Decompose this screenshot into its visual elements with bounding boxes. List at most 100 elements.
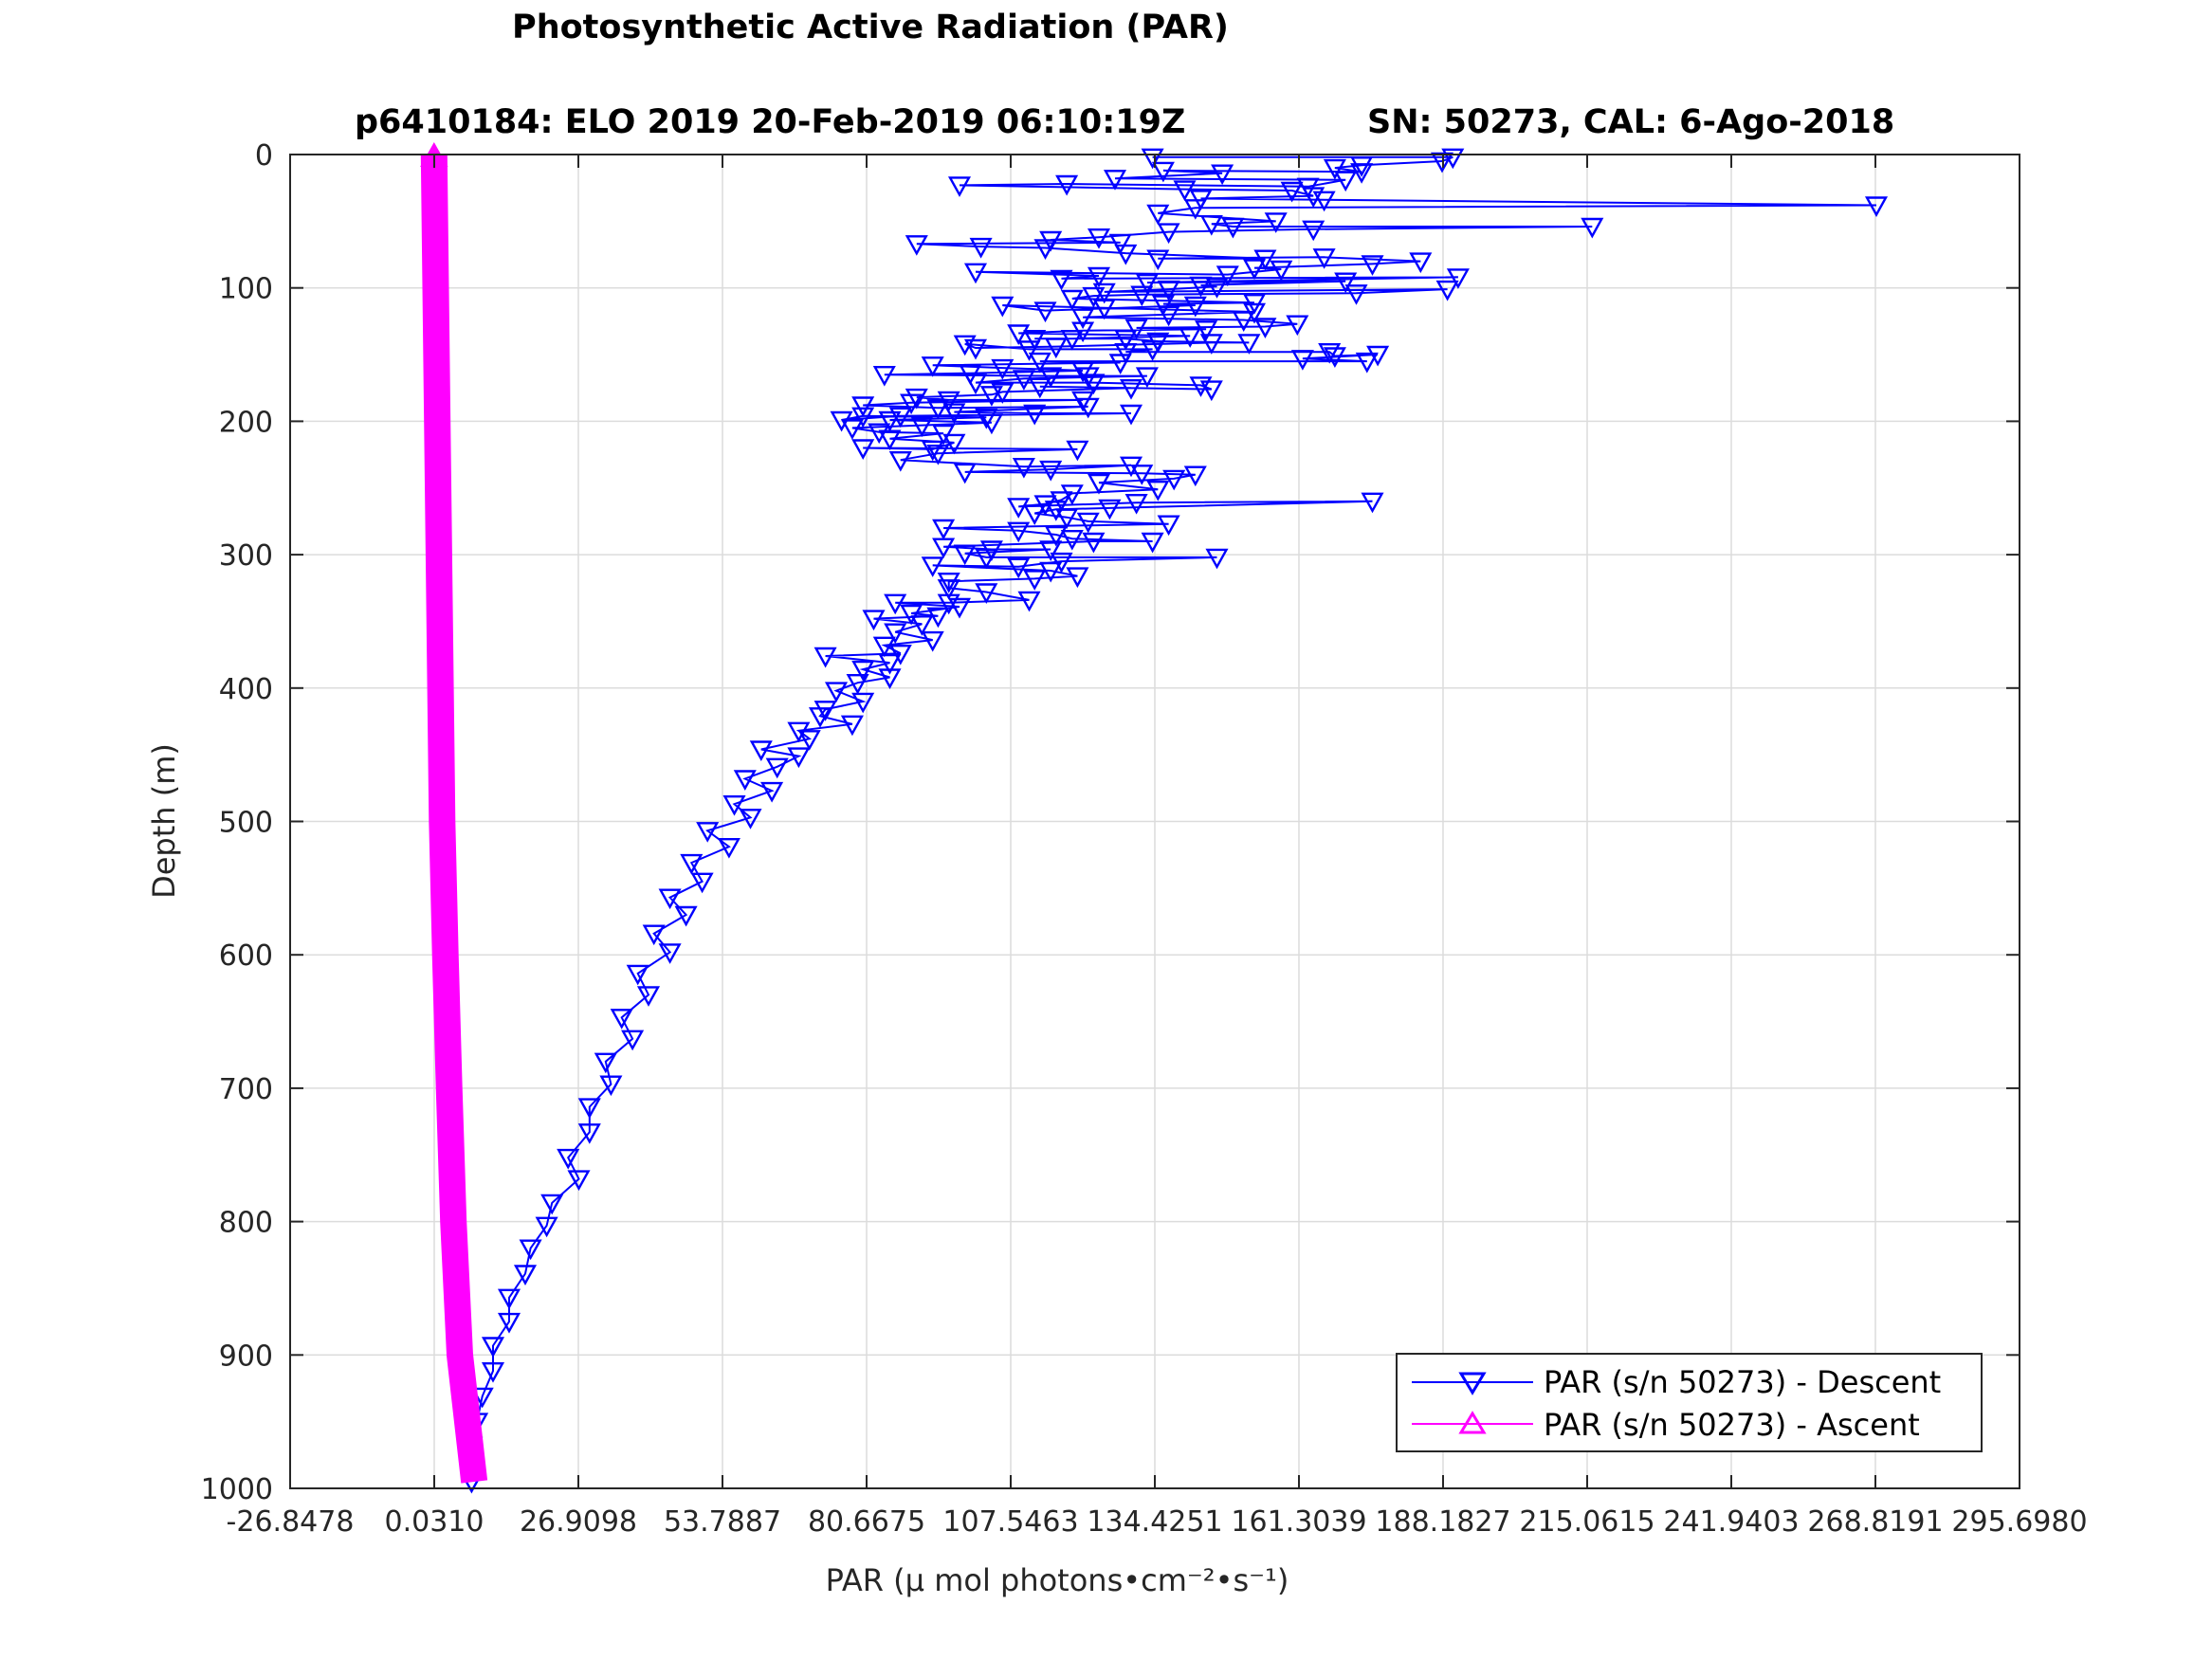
descent-point <box>1242 259 1267 281</box>
descent-point <box>862 610 886 631</box>
descent-point <box>1334 272 1358 294</box>
descent-point <box>567 1170 591 1192</box>
x-tick-label: 107.5463 <box>942 1505 1078 1539</box>
descent-point <box>1017 591 1041 612</box>
descent-point <box>814 701 837 721</box>
descent-point <box>932 538 956 559</box>
descent-point <box>1162 469 1186 491</box>
descent-point <box>1183 199 1207 220</box>
descent-point <box>851 660 875 682</box>
descent-point <box>535 1216 558 1238</box>
x-tick-label: 241.9403 <box>1663 1505 1799 1539</box>
descent-point <box>1199 215 1223 236</box>
descent-point <box>1409 252 1433 274</box>
descent-point <box>1157 223 1180 245</box>
descent-point <box>577 1098 601 1120</box>
descent-point <box>1318 343 1342 364</box>
descent-point <box>1237 334 1261 355</box>
descent-point <box>1114 330 1138 351</box>
descent-point <box>953 335 977 356</box>
descent-point <box>1007 557 1031 579</box>
descent-point <box>1286 315 1309 337</box>
descent-point <box>1157 305 1180 327</box>
descent-point <box>824 682 849 703</box>
descent-point <box>1183 296 1207 318</box>
descent-point <box>722 795 746 816</box>
descent-point <box>1146 481 1170 501</box>
descent-point <box>975 583 998 604</box>
descent-point <box>1044 525 1068 547</box>
descent-point <box>519 1239 542 1261</box>
descent-point <box>1216 265 1239 287</box>
descent-point <box>921 356 944 377</box>
descent-point <box>680 853 704 875</box>
descent-point <box>1253 318 1277 338</box>
descent-point <box>840 715 864 737</box>
descent-point <box>1055 508 1079 530</box>
descent-point <box>1211 164 1234 186</box>
descent-point <box>953 544 977 566</box>
descent-point <box>1221 217 1245 239</box>
descent-point <box>910 416 934 438</box>
descent-point <box>921 440 944 462</box>
descent-point <box>1119 379 1143 400</box>
descent-point <box>1007 324 1031 345</box>
descent-point <box>851 407 875 428</box>
descent-point <box>1130 465 1154 485</box>
descent-point <box>926 399 950 420</box>
descent-point <box>851 396 875 417</box>
y-tick-label: 1000 <box>201 1473 273 1506</box>
y-tick-label: 600 <box>219 939 273 973</box>
descent-point <box>851 692 875 714</box>
descent-point <box>674 905 698 927</box>
descent-point <box>1350 163 1374 184</box>
descent-point <box>1039 561 1063 583</box>
descent-point <box>1179 327 1202 348</box>
descent-point <box>963 338 988 360</box>
descent-point <box>739 809 762 830</box>
descent-point <box>540 1194 564 1215</box>
x-tick-label: 188.1827 <box>1375 1505 1510 1539</box>
y-tick-label: 900 <box>219 1340 273 1373</box>
descent-point <box>1076 367 1100 389</box>
descent-point <box>1108 233 1132 255</box>
descent-point <box>947 176 972 197</box>
legend-ascent-marker <box>1458 1411 1487 1434</box>
descent-point <box>1060 330 1084 351</box>
x-tick-label: 295.6980 <box>1951 1505 2087 1539</box>
descent-point <box>808 707 832 728</box>
descent-point <box>513 1265 538 1285</box>
descent-point <box>1124 494 1148 515</box>
legend-ascent-label: PAR (s/n 50273) - Ascent <box>1544 1407 1920 1443</box>
descent-point <box>1039 460 1063 482</box>
y-tick-label: 100 <box>219 273 273 306</box>
descent-point <box>926 607 950 629</box>
descent-point <box>1050 269 1073 291</box>
descent-point <box>1355 352 1379 374</box>
legend-descent-marker <box>1458 1372 1487 1395</box>
descent-point <box>1033 301 1057 323</box>
descent-point <box>969 237 993 259</box>
descent-point <box>557 1148 580 1170</box>
descent-point <box>717 838 740 859</box>
descent-point <box>942 433 966 455</box>
descent-point <box>1323 347 1346 368</box>
ascent-line <box>420 154 488 1484</box>
descent-point <box>1334 171 1358 192</box>
descent-point <box>1189 276 1213 298</box>
descent-point <box>1060 530 1084 551</box>
descent-point <box>1082 374 1106 395</box>
descent-point <box>1141 340 1164 361</box>
descent-point <box>481 1362 505 1383</box>
descent-point <box>1151 161 1175 183</box>
descent-point <box>481 1337 505 1358</box>
descent-point <box>1141 532 1164 554</box>
x-axis-label: PAR (μ mol photons•cm⁻²•s⁻¹) <box>826 1562 1289 1598</box>
descent-point <box>1060 289 1084 311</box>
descent-point <box>1323 158 1346 180</box>
descent-point <box>814 647 837 668</box>
descent-point <box>642 924 666 946</box>
y-tick-label: 400 <box>219 673 273 706</box>
descent-point <box>1312 248 1336 269</box>
